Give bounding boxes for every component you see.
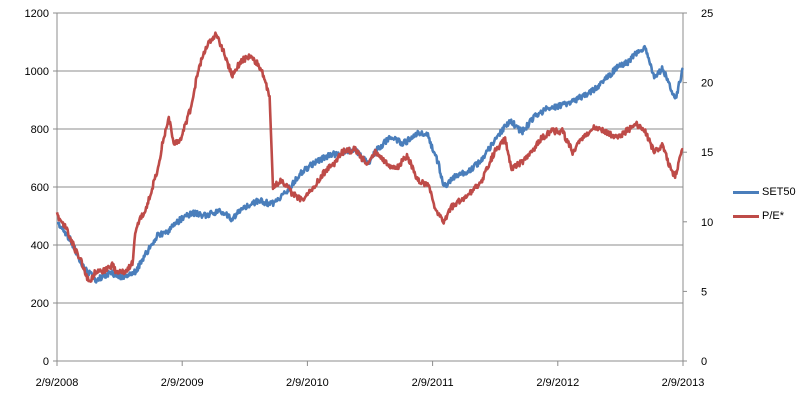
right-tick-label: 10 (701, 217, 713, 229)
x-tick-label: 2/9/2010 (286, 377, 329, 389)
left-tick-label: 200 (31, 298, 49, 310)
left-tick-label: 1200 (25, 8, 49, 20)
x-axis-ticks: 2/9/2008 2/9/2009 2/9/2010 2/9/2011 2/9/2012… (36, 361, 705, 389)
left-tick-label: 0 (43, 356, 49, 368)
legend-item-pe: P/E* (733, 204, 796, 228)
legend-label-set50: SET50 (762, 186, 796, 198)
series-line-pe (55, 31, 684, 283)
x-tick-label: 2/9/2013 (662, 377, 705, 389)
left-tick-label: 800 (31, 124, 49, 136)
x-tick-label: 2/9/2008 (36, 377, 79, 389)
right-tick-label: 0 (701, 356, 707, 368)
x-tick-label: 2/9/2009 (161, 377, 204, 389)
left-tick-label: 400 (31, 240, 49, 252)
x-tick-label: 2/9/2012 (536, 377, 579, 389)
series-lines (55, 31, 685, 284)
left-axis-ticks: 0 200 400 600 800 1000 1200 (25, 8, 57, 368)
x-tick-label: 2/9/2011 (412, 377, 454, 389)
series-line-set50 (56, 44, 685, 284)
left-tick-label: 1000 (25, 66, 49, 78)
right-axis-ticks: 0 5 10 15 20 25 (683, 8, 713, 368)
legend-label-pe: P/E* (762, 210, 785, 222)
right-tick-label: 20 (701, 78, 713, 90)
right-tick-label: 15 (701, 147, 713, 159)
legend-item-set50: SET50 (733, 180, 796, 204)
left-tick-label: 600 (31, 182, 49, 194)
legend-swatch-set50 (733, 190, 759, 194)
right-tick-label: 25 (701, 8, 713, 20)
gridlines (57, 12, 683, 304)
right-tick-label: 5 (701, 286, 707, 298)
legend: SET50 P/E* (733, 180, 796, 228)
legend-swatch-pe (733, 214, 759, 218)
